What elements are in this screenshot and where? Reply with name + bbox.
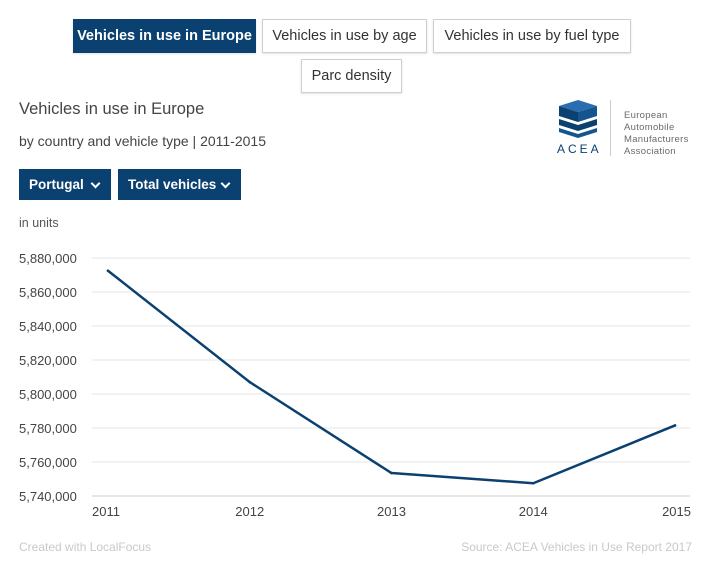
country-dropdown[interactable]: Portugal (19, 169, 111, 200)
tab-vehicles-by-age[interactable]: Vehicles in use by age (262, 19, 427, 53)
logo-name-line: European (624, 110, 668, 121)
logo-name-line: Association (624, 146, 676, 157)
footer-credit: Created with LocalFocus (19, 540, 152, 554)
chevron-down-icon (90, 178, 101, 189)
x-tick-label: 2011 (92, 504, 120, 519)
tab-parc-density[interactable]: Parc density (301, 59, 402, 93)
data-point (248, 380, 252, 384)
x-tick-label: 2012 (235, 504, 264, 519)
y-unit-label: in units (19, 216, 59, 230)
y-tick-label: 5,840,000 (19, 319, 77, 334)
y-tick-label: 5,740,000 (19, 489, 77, 504)
logo-name-line: Manufacturers (624, 134, 689, 145)
data-point (106, 269, 110, 273)
y-tick-label: 5,780,000 (19, 421, 77, 436)
data-point (390, 471, 393, 475)
series-line (106, 269, 677, 485)
chart-subtitle: by country and vehicle type | 2011-2015 (19, 133, 266, 149)
country-dropdown-label: Portugal (29, 177, 84, 192)
line-chart: 5,740,000 5,760,000 5,780,000 5,800,000 5,82… (19, 251, 691, 519)
x-tick-label: 2013 (377, 504, 406, 519)
data-point (673, 424, 677, 427)
footer-source: Source: ACEA Vehicles in Use Report 2017 (461, 540, 692, 554)
vehicle-type-dropdown[interactable]: Total vehicles (118, 169, 241, 200)
logo-divider (610, 100, 611, 156)
tab-vehicles-by-fuel-type[interactable]: Vehicles in use by fuel type (433, 19, 631, 53)
acea-logo-icon (559, 100, 597, 138)
x-tick-label: 2015 (662, 504, 691, 519)
y-tick-label: 5,760,000 (19, 455, 77, 470)
logo-acronym: ACEA (557, 142, 602, 156)
logo-name: European Automobile Manufacturers Associ… (624, 110, 689, 158)
vehicle-type-dropdown-label: Total vehicles (128, 177, 217, 192)
y-tick-label: 5,800,000 (19, 387, 77, 402)
acea-logo: ACEA European Automobile Manufacturers A… (556, 98, 696, 158)
chevron-down-icon (220, 178, 231, 189)
chart-title: Vehicles in use in Europe (19, 100, 205, 118)
logo-name-line: Automobile (624, 122, 675, 133)
y-tick-label: 5,860,000 (19, 285, 77, 300)
x-tick-label: 2014 (519, 504, 548, 519)
y-tick-label: 5,820,000 (19, 353, 77, 368)
tab-vehicles-in-use-europe[interactable]: Vehicles in use in Europe (73, 19, 256, 53)
data-point (531, 481, 535, 485)
y-tick-label: 5,880,000 (19, 251, 77, 266)
